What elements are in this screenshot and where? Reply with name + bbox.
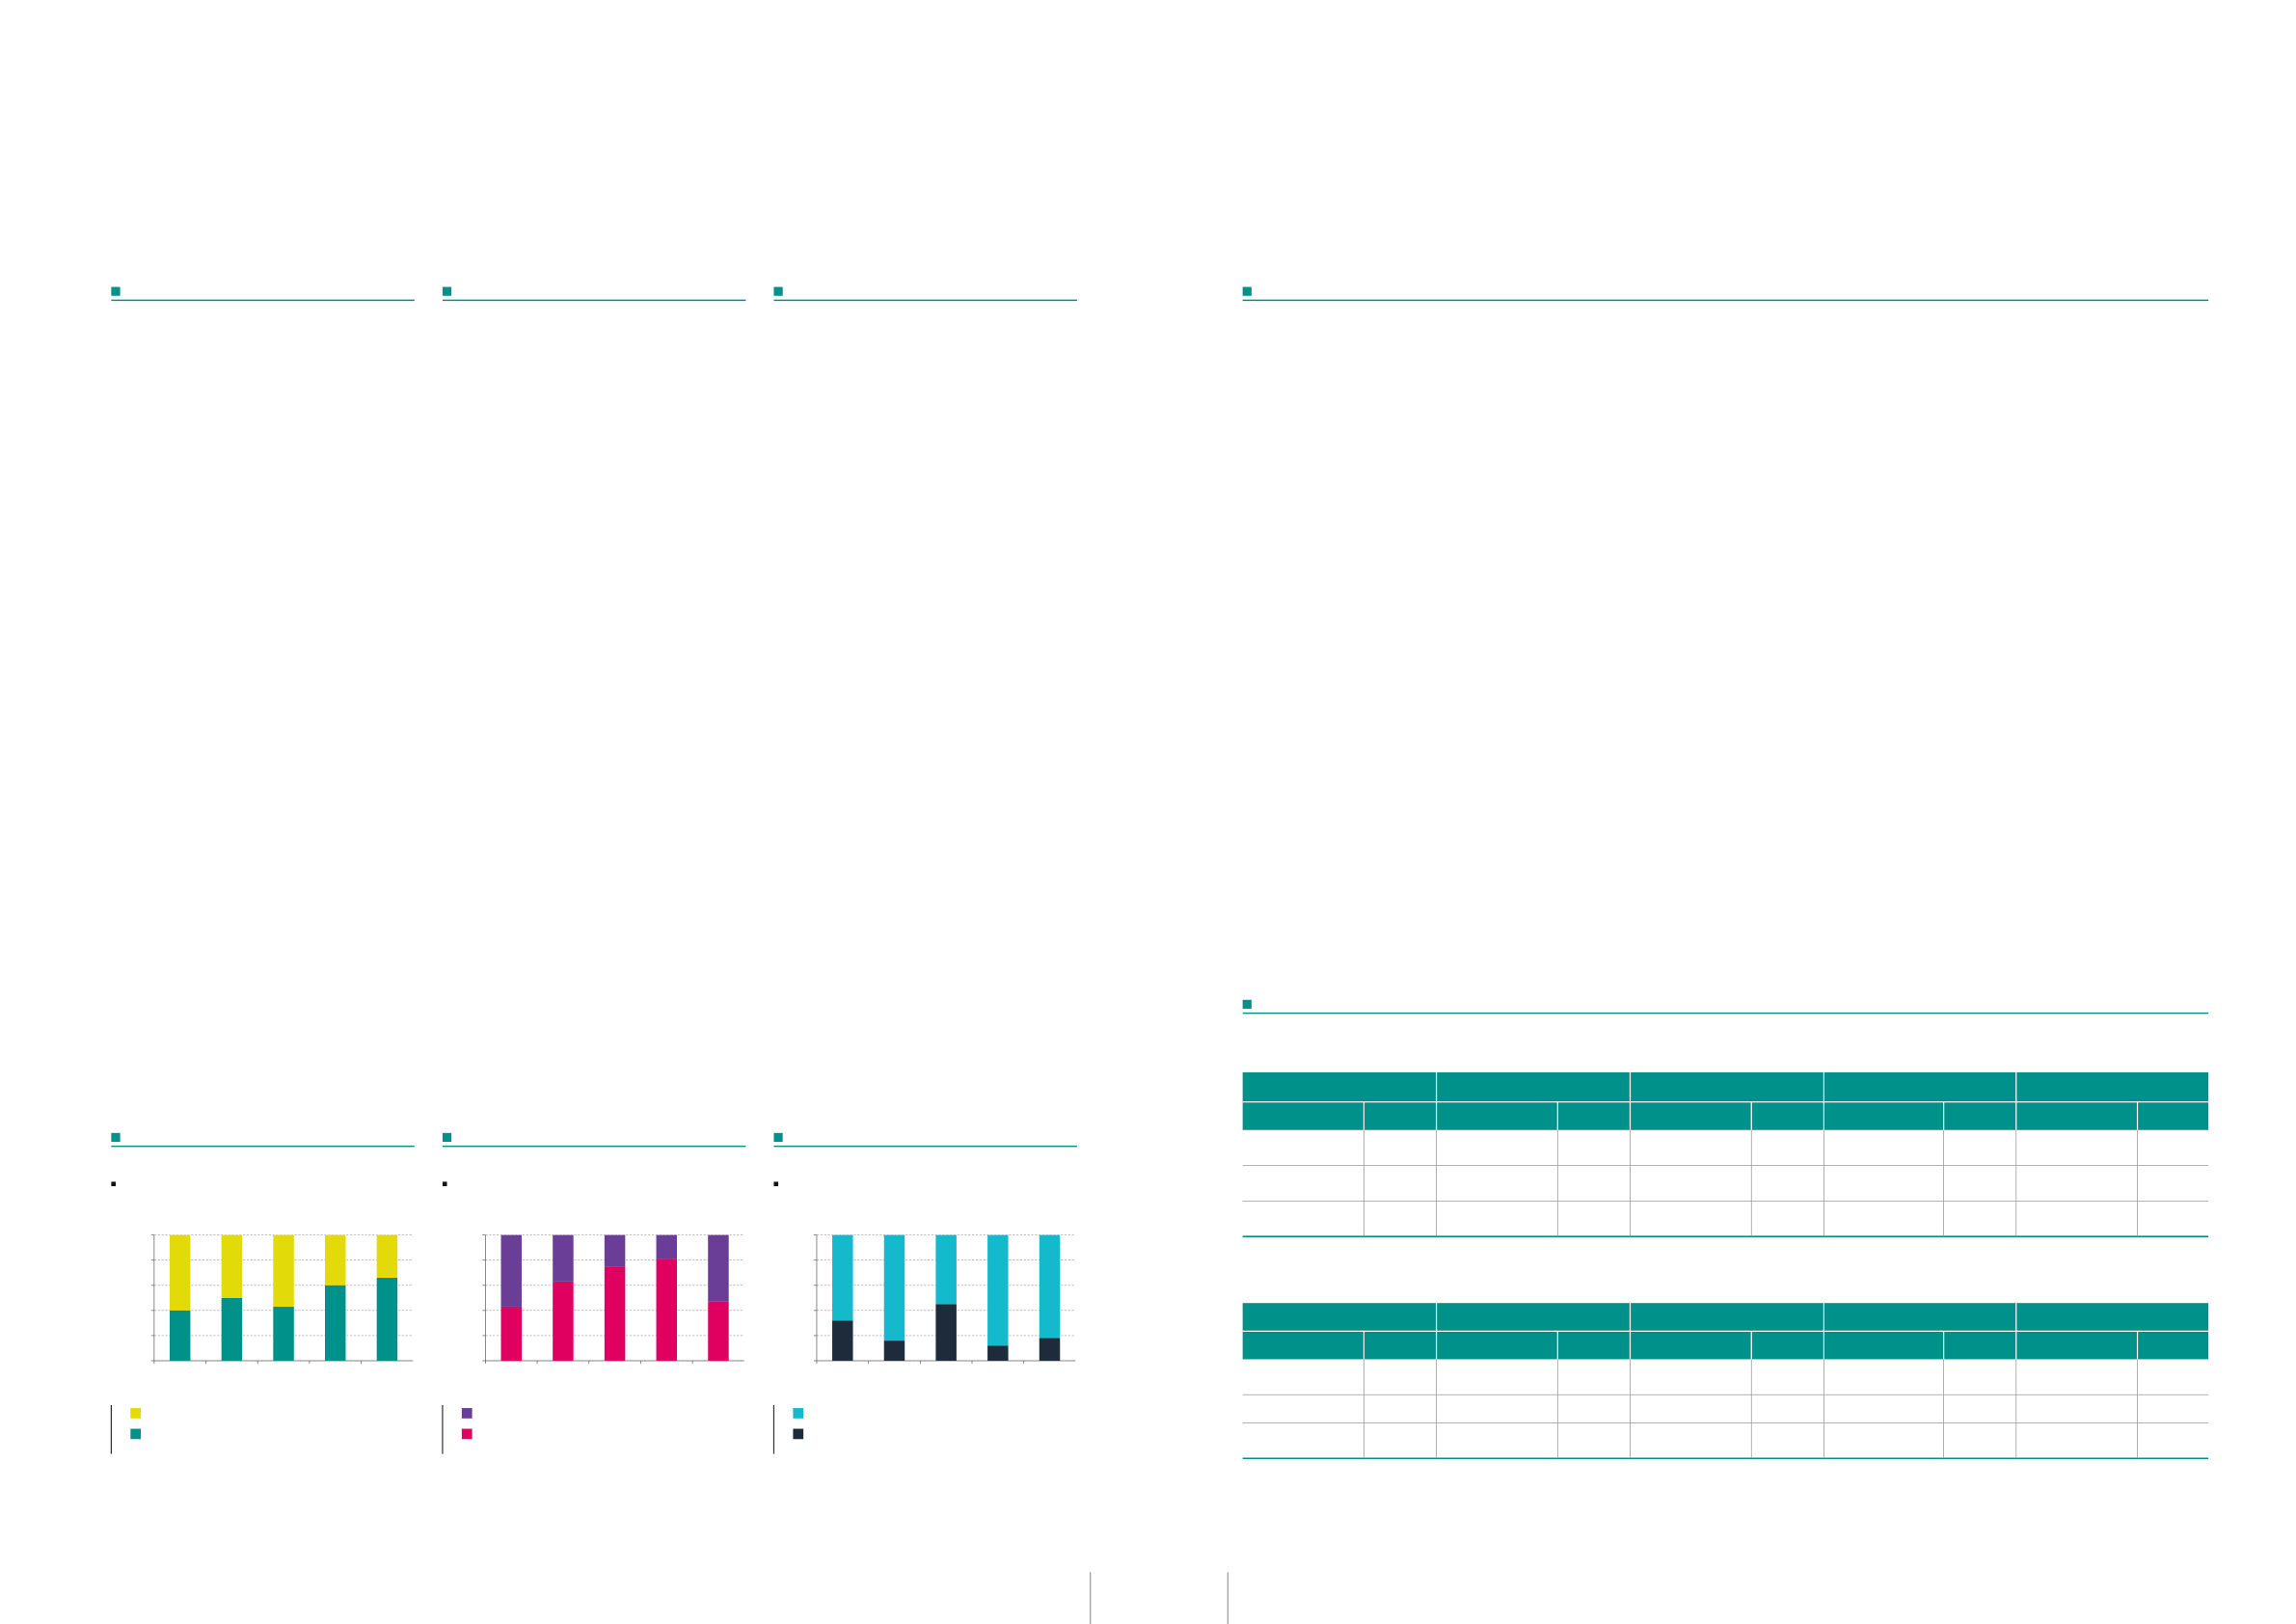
bar-segment <box>656 1234 678 1259</box>
bar-segment <box>708 1301 729 1362</box>
legend-swatch <box>130 1428 142 1440</box>
section-marker <box>111 286 121 296</box>
legend-swatch <box>461 1408 473 1419</box>
section-marker <box>111 1132 121 1143</box>
bar-segment <box>604 1234 626 1267</box>
bar-segment <box>987 1234 1009 1346</box>
section-marker <box>773 1132 783 1143</box>
legend-swatch <box>793 1428 804 1440</box>
bar-segment <box>935 1234 957 1305</box>
bar-segment <box>169 1310 191 1362</box>
bar-segment <box>604 1266 626 1362</box>
section-marker <box>442 286 452 296</box>
bar-segment <box>1039 1338 1061 1362</box>
bar-segment <box>1039 1234 1061 1339</box>
bullet <box>111 1181 116 1187</box>
bullet <box>442 1181 447 1187</box>
section-marker <box>1242 999 1252 1009</box>
bar-segment <box>500 1234 522 1307</box>
bar-segment <box>324 1285 346 1362</box>
legend-swatch <box>793 1408 804 1419</box>
bar-segment <box>273 1306 294 1362</box>
bar-segment <box>324 1234 346 1286</box>
bar-segment <box>883 1234 905 1341</box>
bullet <box>773 1181 779 1187</box>
section-marker <box>1242 286 1252 296</box>
bar-segment <box>883 1340 905 1362</box>
legend-swatch <box>130 1408 142 1419</box>
bar-segment <box>987 1345 1009 1362</box>
bar-segment <box>553 1234 574 1282</box>
bar-segment <box>169 1234 191 1311</box>
table-header <box>1242 1071 2209 1130</box>
bar-segment <box>553 1281 574 1362</box>
bar-segment <box>376 1234 398 1278</box>
bar-segment <box>656 1259 678 1362</box>
section-marker <box>773 286 783 296</box>
legend-swatch <box>461 1428 473 1440</box>
bar-segment <box>500 1306 522 1362</box>
bar-segment <box>832 1234 853 1321</box>
bar-segment <box>708 1234 729 1302</box>
bar-segment <box>376 1277 398 1362</box>
bar-segment <box>221 1234 243 1298</box>
section-marker <box>442 1132 452 1143</box>
bar-segment <box>221 1297 243 1362</box>
bar-segment <box>273 1234 294 1307</box>
bar-segment <box>935 1304 957 1362</box>
bar-segment <box>832 1320 853 1362</box>
